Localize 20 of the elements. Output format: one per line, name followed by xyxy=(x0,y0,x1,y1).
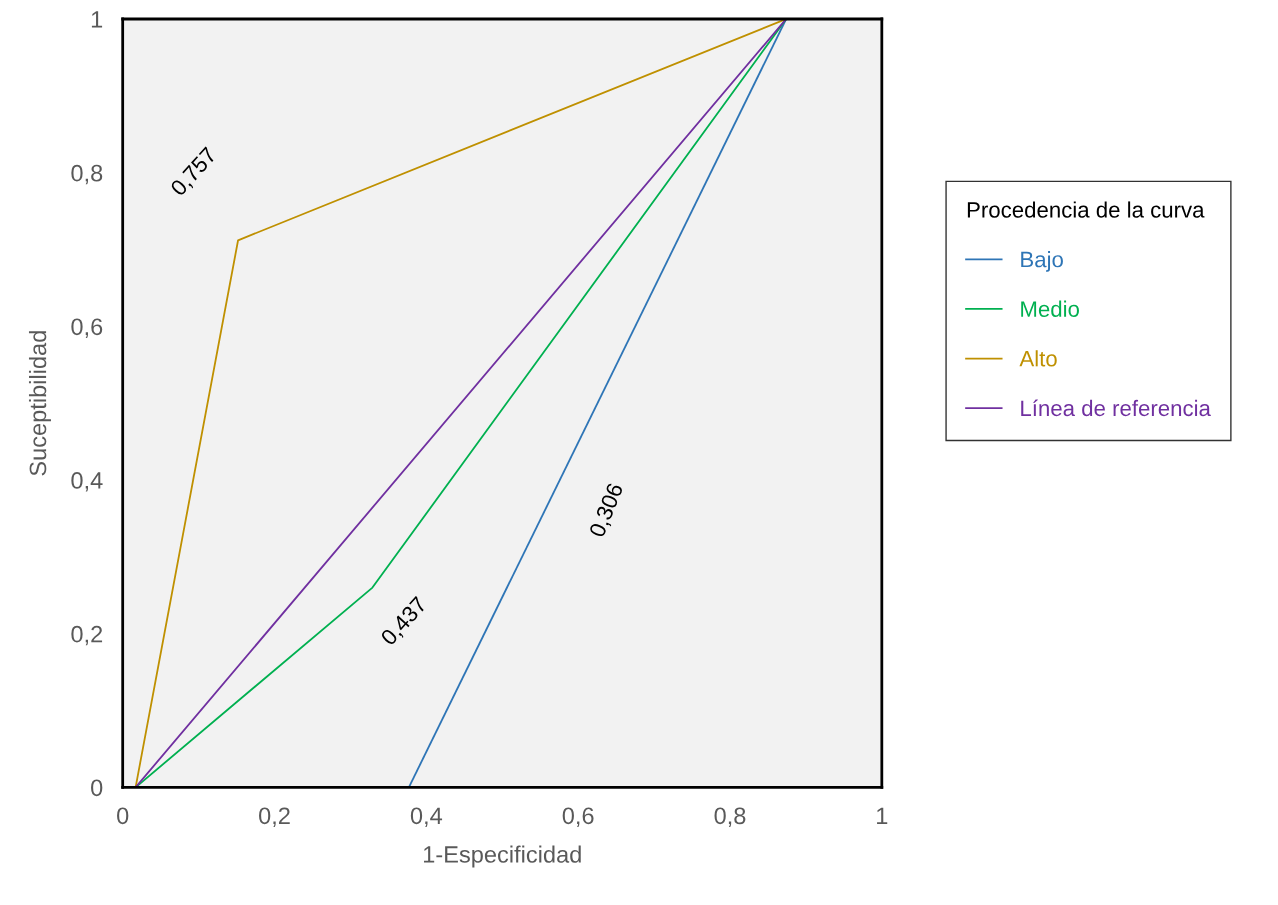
y-tick-label: 0 xyxy=(91,779,103,797)
legend-title: Procedencia de la curva xyxy=(967,201,1205,218)
x-axis-title: 1-Especificidad xyxy=(424,845,581,868)
y-axis-title: Suceptibilidad xyxy=(28,331,51,476)
legend-label: Línea de referencia xyxy=(1021,399,1211,417)
legend-label: Alto xyxy=(1019,350,1057,367)
legend-label: Bajo xyxy=(1021,251,1063,272)
x-tick-label: 0,4 xyxy=(410,807,443,827)
y-tick-label: 1 xyxy=(91,11,103,28)
x-tick-label: 0,2 xyxy=(259,807,290,827)
y-tick-label: 0,4 xyxy=(71,472,103,492)
x-tick-label: 0,6 xyxy=(562,807,594,827)
y-tick-label: 0,8 xyxy=(71,164,103,185)
y-tick-label: 0,6 xyxy=(71,318,103,338)
x-tick-label: 1 xyxy=(877,807,888,824)
x-tick-label: 0,8 xyxy=(714,807,746,827)
legend-label: Medio xyxy=(1021,300,1079,317)
y-tick-label: 0,2 xyxy=(71,625,103,646)
annotation: 0,306 xyxy=(588,482,626,539)
x-tick-label: 0 xyxy=(117,807,129,825)
